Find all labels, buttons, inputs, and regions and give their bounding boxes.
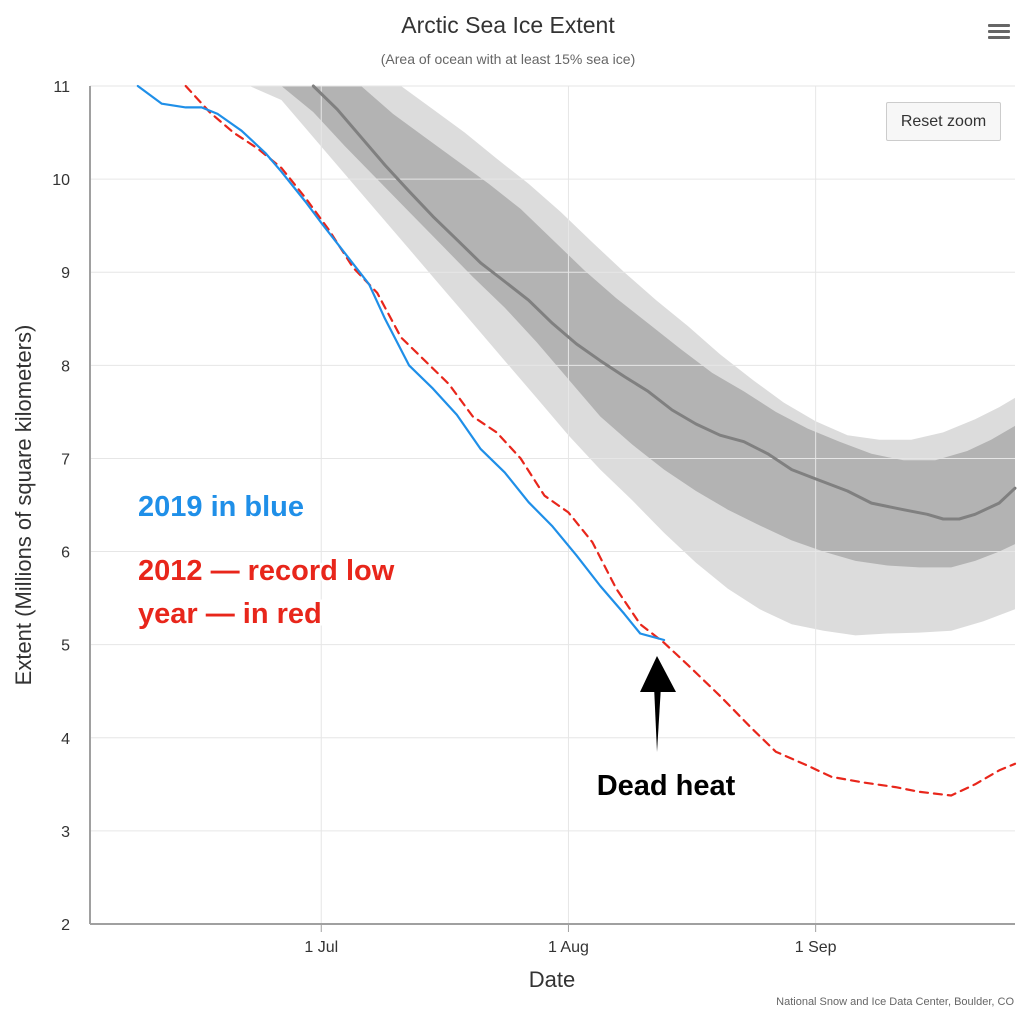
y-tick-label: 5	[61, 638, 70, 655]
y-tick-label: 8	[61, 358, 70, 375]
x-axis-title: Date	[529, 967, 575, 992]
x-tick-label: 1 Jul	[304, 939, 338, 956]
series-line-2012	[184, 84, 1017, 797]
annotation-dead-heat: Dead heat	[597, 770, 736, 802]
y-tick-label: 6	[61, 545, 70, 562]
y-tick-label: 4	[61, 731, 70, 748]
reset-zoom-button[interactable]: Reset zoom	[886, 102, 1001, 141]
y-tick-label: 10	[52, 172, 70, 189]
dead-heat-arrow-icon	[640, 656, 676, 752]
annotation-2019: 2019 in blue	[138, 491, 304, 523]
y-tick-label: 2	[61, 917, 70, 934]
y-tick-label: 9	[61, 265, 70, 282]
band-interquartile-range	[249, 86, 1015, 568]
y-tick-label: 7	[61, 451, 70, 468]
grid-lines	[90, 85, 1015, 924]
hamburger-menu-icon[interactable]	[986, 21, 1012, 43]
series-lines	[136, 84, 1017, 797]
annotation-2012-line2: year — in red	[138, 598, 322, 630]
credit-text: National Snow and Ice Data Center, Bould…	[776, 996, 1014, 1008]
x-tick-label: 1 Aug	[548, 939, 589, 956]
y-axis-title: Extent (Millions of square kilometers)	[11, 325, 36, 686]
y-tick-label: 11	[53, 79, 70, 96]
x-tick-labels: 1 Jul 1 Aug 1 Sep	[304, 924, 837, 956]
x-tick-label: 1 Sep	[795, 939, 837, 956]
series-line-2019	[136, 84, 666, 642]
chart-subtitle: (Area of ocean with at least 15% sea ice…	[381, 51, 635, 67]
chart-title: Arctic Sea Ice Extent	[401, 12, 615, 38]
percentile-bands	[249, 86, 1015, 636]
series-line-1981-2010-median	[311, 84, 1017, 521]
y-tick-labels: 2 3 4 5 6 7 8 9 10 11	[52, 79, 70, 934]
annotation-2012-line1: 2012 — record low	[138, 555, 395, 587]
y-tick-label: 3	[61, 824, 70, 841]
